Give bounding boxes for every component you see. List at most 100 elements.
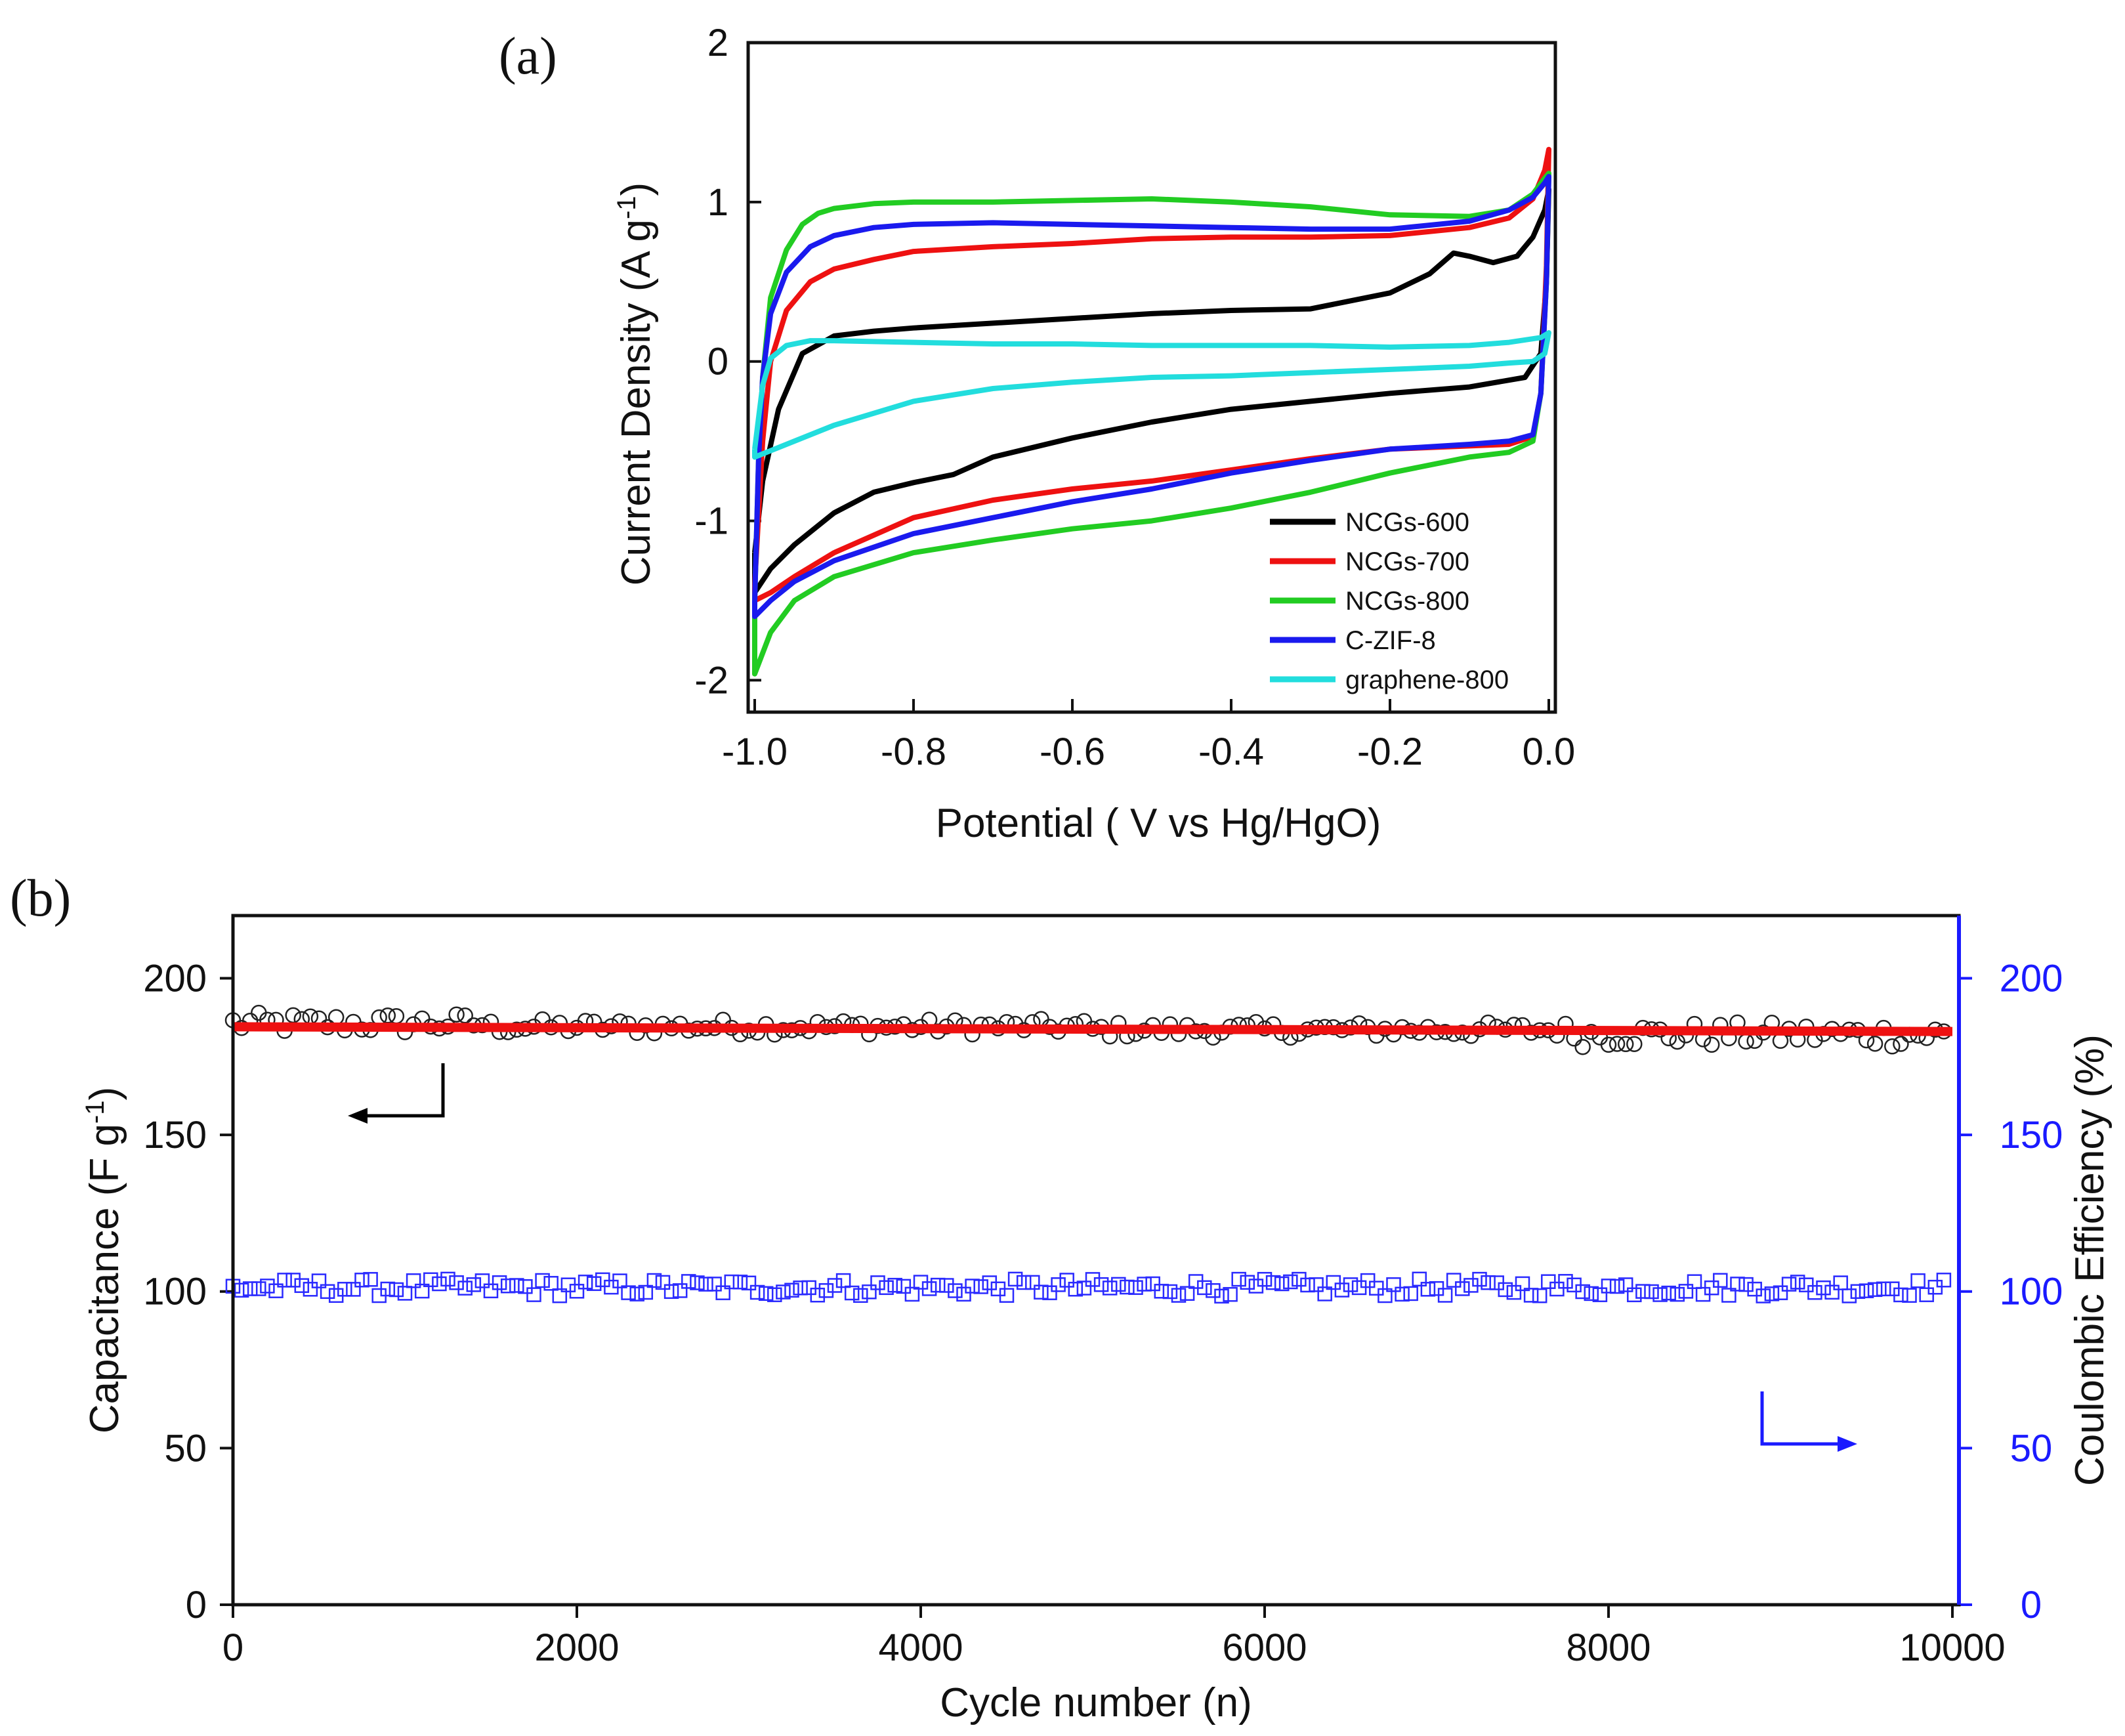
x-tick-label: 0	[222, 1626, 243, 1669]
efficiency-point	[732, 1275, 748, 1290]
efficiency-point	[1231, 1271, 1246, 1287]
efficiency-point	[346, 1282, 361, 1297]
panel-b-left-y-ticks: 0 50 100 150 200	[143, 957, 233, 1626]
efficiency-point	[457, 1281, 473, 1296]
legend-label: graphene-800	[1345, 666, 1509, 694]
efficiency-point	[793, 1281, 808, 1296]
efficiency-point	[758, 1286, 774, 1302]
efficiency-point	[1265, 1275, 1281, 1290]
efficiency-point	[1162, 1284, 1178, 1300]
efficiency-point	[1403, 1286, 1418, 1302]
efficiency-point	[879, 1280, 894, 1296]
efficiency-point	[921, 1281, 937, 1296]
efficiency-point	[389, 1282, 404, 1298]
efficiency-point	[492, 1275, 507, 1290]
cv-curve-ncgs-700	[752, 146, 1551, 603]
efficiency-point	[887, 1277, 902, 1293]
efficiency-point	[1558, 1274, 1573, 1289]
efficiency-point	[1085, 1272, 1101, 1287]
y-tick-label: 2	[707, 22, 728, 64]
efficiency-point	[509, 1278, 524, 1293]
efficiency-point	[1154, 1284, 1169, 1299]
efficiency-point	[500, 1278, 516, 1294]
efficiency-point	[1343, 1277, 1358, 1292]
efficiency-point	[586, 1276, 602, 1291]
efficiency-point	[1592, 1287, 1608, 1302]
efficiency-point	[1704, 1280, 1719, 1296]
capacitance-fit-line	[232, 1022, 1953, 1036]
efficiency-point	[526, 1287, 541, 1302]
efficiency-point	[698, 1277, 713, 1292]
efficiency-point	[948, 1283, 963, 1298]
efficiency-point	[1790, 1275, 1805, 1290]
capacitance-point	[1893, 1036, 1909, 1052]
right-axis-arrow	[1760, 1391, 1847, 1446]
efficiency-point	[1369, 1281, 1384, 1296]
x-tick-label: -1.0	[722, 730, 788, 773]
x-tick-label: 10000	[1899, 1626, 2005, 1669]
efficiency-point	[1833, 1275, 1848, 1290]
x-tick-label: 6000	[1222, 1626, 1307, 1669]
efficiency-point	[466, 1277, 482, 1292]
cv-curve-graphene-800	[752, 330, 1551, 460]
efficiency-point	[621, 1285, 636, 1300]
efficiency-point	[1016, 1275, 1032, 1290]
efficiency-point	[432, 1276, 447, 1292]
efficiency-point	[741, 1275, 757, 1291]
efficiency-point	[1283, 1274, 1298, 1290]
efficiency-point	[681, 1274, 696, 1289]
efficiency-point	[474, 1273, 490, 1288]
capacitance-point	[1617, 1036, 1634, 1053]
efficiency-point	[1378, 1288, 1393, 1303]
efficiency-point	[1145, 1276, 1160, 1292]
efficiency-point	[1102, 1281, 1118, 1296]
efficiency-point	[663, 1284, 679, 1300]
efficiency-point	[1179, 1286, 1195, 1301]
efficiency-point	[1618, 1277, 1633, 1292]
efficiency-point	[939, 1278, 954, 1293]
efficiency-point	[1214, 1288, 1229, 1304]
capacitance-point	[1703, 1036, 1720, 1053]
panel-a-x-axis-title: Potential ( V vs Hg/HgO)	[936, 801, 1381, 846]
panel-b-left-y-axis-title-sup: -1	[81, 1100, 110, 1124]
cv-curve-c-zif-8	[752, 174, 1551, 620]
efficiency-point	[1197, 1280, 1212, 1296]
efficiency-point	[896, 1279, 912, 1294]
left-axis-arrowhead	[348, 1108, 368, 1124]
efficiency-point	[1644, 1284, 1659, 1300]
capacitance-point	[1609, 1036, 1626, 1052]
efficiency-point	[1799, 1277, 1814, 1292]
efficiency-point	[749, 1284, 765, 1300]
efficiency-point	[1206, 1283, 1221, 1298]
efficiency-point	[638, 1284, 654, 1300]
efficiency-point	[397, 1286, 413, 1301]
efficiency-point	[930, 1277, 946, 1293]
left-y-tick-label: 150	[143, 1114, 207, 1156]
left-y-tick-label: 0	[186, 1584, 207, 1626]
efficiency-point	[1076, 1281, 1092, 1296]
efficiency-point	[801, 1280, 816, 1296]
efficiency-point	[1687, 1274, 1702, 1289]
efficiency-point	[1025, 1275, 1040, 1290]
efficiency-point	[552, 1288, 568, 1303]
efficiency-point	[1876, 1281, 1891, 1297]
efficiency-point	[578, 1275, 593, 1290]
efficiency-point	[294, 1278, 310, 1293]
right-y-tick-label: 0	[2021, 1584, 2042, 1626]
panel-a-y-axis-title-close: )	[614, 182, 659, 196]
efficiency-point	[1334, 1282, 1350, 1298]
left-y-tick-label: 50	[164, 1427, 207, 1470]
efficiency-point	[1257, 1271, 1273, 1287]
efficiency-point	[1575, 1284, 1590, 1300]
capacitance-point	[1866, 1035, 1883, 1052]
panel-a-label: (a)	[499, 28, 557, 85]
capacitance-point	[1626, 1036, 1643, 1052]
efficiency-point	[1549, 1281, 1565, 1297]
efficiency-point	[1274, 1276, 1290, 1292]
x-tick-label: -0.8	[881, 730, 946, 773]
efficiency-point	[483, 1283, 499, 1299]
x-tick-label: 8000	[1566, 1626, 1651, 1669]
efficiency-point	[1128, 1280, 1143, 1295]
efficiency-point	[1841, 1288, 1857, 1303]
efficiency-point	[973, 1279, 988, 1294]
